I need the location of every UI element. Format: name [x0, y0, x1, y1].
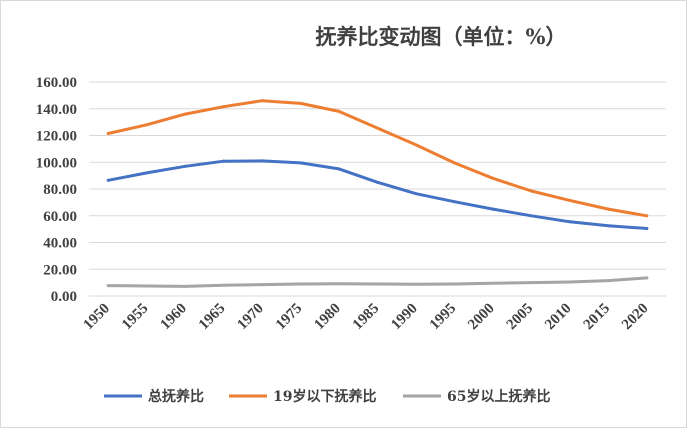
data-point	[145, 123, 149, 127]
data-point	[337, 167, 341, 171]
x-tick-label: 1965	[196, 301, 229, 334]
data-point	[145, 171, 149, 175]
x-tick-label: 1960	[157, 301, 190, 334]
data-point	[606, 279, 610, 283]
data-point	[376, 282, 379, 286]
x-tick-label: 2010	[542, 301, 575, 334]
data-point	[414, 192, 418, 196]
y-tick-label: 60.00	[43, 209, 77, 225]
data-point	[376, 126, 379, 130]
legend-label-2: 65岁以上抚养比	[447, 388, 550, 405]
x-axis-ticks: 1950 1955 1960 1965 1970 1975 1980 1985 1990 1995…	[81, 301, 652, 334]
x-tick-label: 1980	[311, 301, 344, 334]
data-point	[645, 226, 649, 230]
data-point	[529, 189, 533, 193]
data-point	[299, 282, 303, 286]
data-point	[491, 281, 495, 285]
x-tick-label: 2005	[504, 301, 537, 334]
data-point	[529, 214, 533, 218]
y-tick-label: 40.00	[43, 236, 77, 252]
data-point	[183, 284, 187, 288]
data-point	[491, 176, 495, 180]
x-tick-label: 2015	[581, 301, 614, 334]
data-point	[260, 159, 264, 163]
y-tick-label: 0.00	[51, 289, 77, 305]
data-point	[452, 161, 456, 165]
data-point	[606, 207, 610, 211]
data-point	[183, 164, 187, 168]
data-point	[452, 200, 456, 204]
x-tick-label: 1955	[119, 301, 152, 334]
x-tick-label: 1995	[427, 301, 460, 334]
y-tick-label: 80.00	[43, 182, 77, 198]
data-point	[606, 224, 610, 228]
series-line-0	[106, 159, 649, 230]
chart-title: 抚养比变动图（单位：%）	[316, 24, 567, 49]
legend-label-0: 总抚养比	[148, 388, 204, 405]
data-point	[645, 276, 649, 280]
data-point	[260, 99, 264, 103]
x-tick-label: 1950	[81, 301, 114, 334]
x-tick-label: 1970	[234, 301, 267, 334]
y-tick-label: 100.00	[36, 155, 77, 171]
y-tick-label: 160.00	[36, 75, 77, 91]
data-point	[337, 282, 341, 286]
data-point	[376, 180, 379, 184]
x-tick-label: 2000	[465, 301, 498, 334]
data-point	[452, 282, 456, 286]
data-point	[491, 207, 495, 211]
data-point	[645, 214, 649, 218]
data-point	[529, 281, 533, 285]
series-line-1	[106, 99, 649, 218]
data-point	[299, 161, 303, 165]
gridlines	[89, 81, 666, 297]
y-axis-ticks: 0.00 20.00 40.00 60.00 80.00 100.00 120.00 140.…	[36, 75, 77, 305]
data-point	[222, 159, 226, 163]
legend: 总抚养比 19岁以下抚养比 65岁以上抚养比	[104, 388, 550, 405]
data-point	[568, 280, 572, 284]
data-point	[106, 131, 110, 135]
x-tick-label: 1990	[388, 301, 421, 334]
x-tick-label: 2020	[619, 301, 652, 334]
data-point	[145, 284, 149, 288]
data-point	[222, 283, 226, 287]
series-lines	[106, 99, 649, 288]
x-tick-label: 1985	[350, 301, 383, 334]
y-tick-label: 120.00	[36, 129, 77, 145]
y-tick-label: 140.00	[36, 102, 77, 118]
data-point	[183, 112, 187, 116]
data-point	[222, 105, 226, 109]
data-point	[414, 282, 418, 286]
x-tick-label: 1975	[273, 301, 306, 334]
data-point	[414, 143, 418, 147]
data-point	[106, 284, 110, 288]
legend-label-1: 19岁以下抚养比	[273, 388, 376, 405]
data-point	[568, 198, 572, 202]
data-point	[337, 109, 341, 113]
data-point	[260, 283, 264, 287]
y-tick-label: 20.00	[43, 262, 77, 278]
data-point	[299, 101, 303, 105]
data-point	[568, 220, 572, 224]
data-point	[106, 178, 110, 182]
